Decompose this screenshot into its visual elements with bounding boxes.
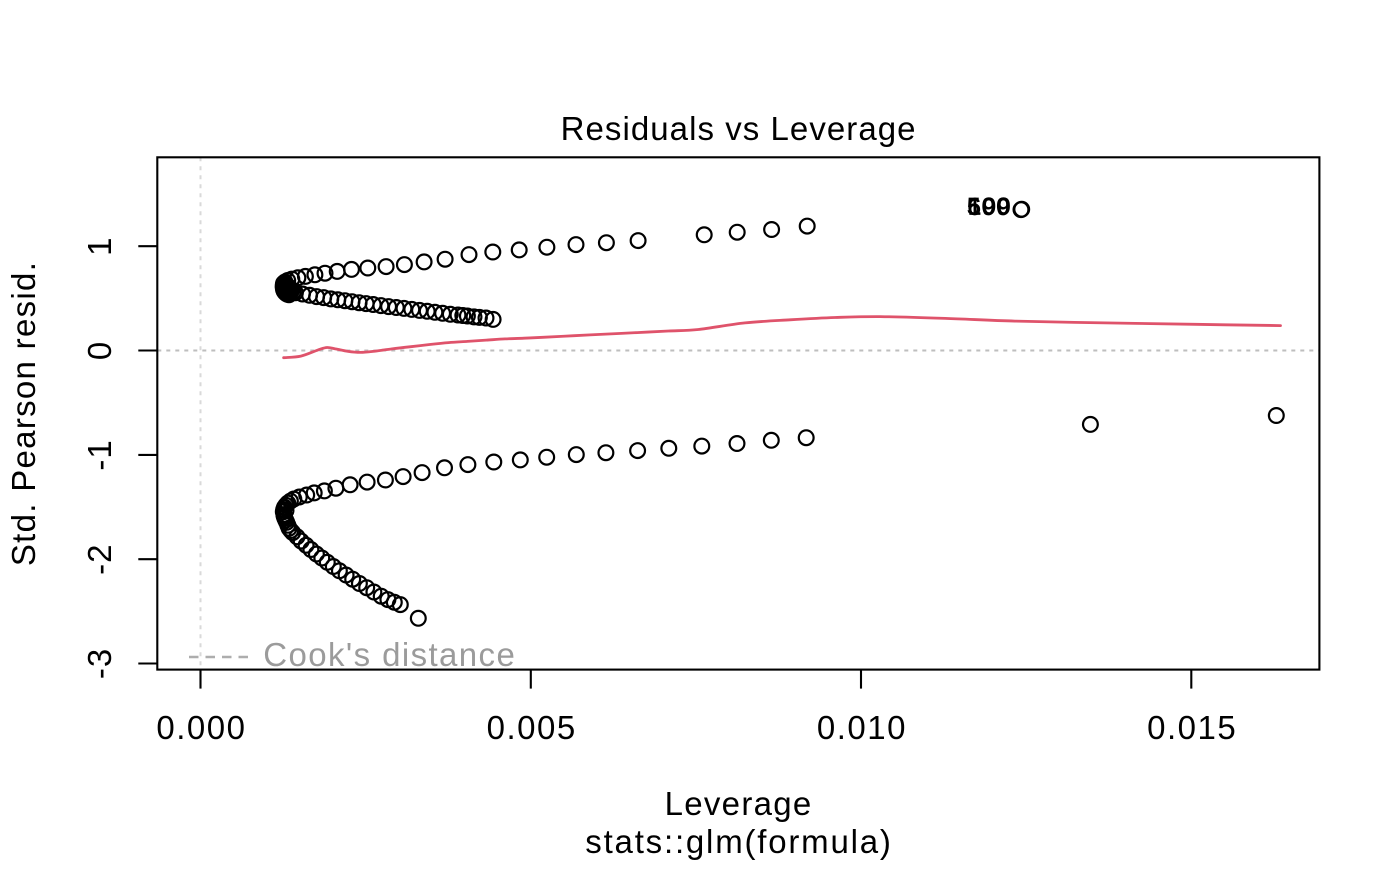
svg-text:0: 0 <box>81 341 118 360</box>
svg-text:-2: -2 <box>81 544 118 575</box>
svg-text:699: 699 <box>967 194 1011 221</box>
svg-text:0.005: 0.005 <box>487 709 577 746</box>
svg-text:500: 500 <box>967 194 1011 221</box>
svg-text:0.010: 0.010 <box>817 709 907 746</box>
svg-text:Leverage: Leverage <box>665 785 813 822</box>
svg-text:0.000: 0.000 <box>156 709 246 746</box>
svg-text:100: 100 <box>968 193 1012 220</box>
svg-text:Residuals vs Leverage: Residuals vs Leverage <box>561 110 917 147</box>
svg-text:Std. Pearson resid.: Std. Pearson resid. <box>5 261 42 566</box>
svg-text:stats::glm(formula): stats::glm(formula) <box>585 823 892 860</box>
svg-text:-3: -3 <box>81 648 118 679</box>
svg-text:Cook's distance: Cook's distance <box>263 636 516 673</box>
svg-text:0.015: 0.015 <box>1147 709 1237 746</box>
svg-text:-1: -1 <box>81 439 118 470</box>
svg-text:1: 1 <box>81 237 118 256</box>
